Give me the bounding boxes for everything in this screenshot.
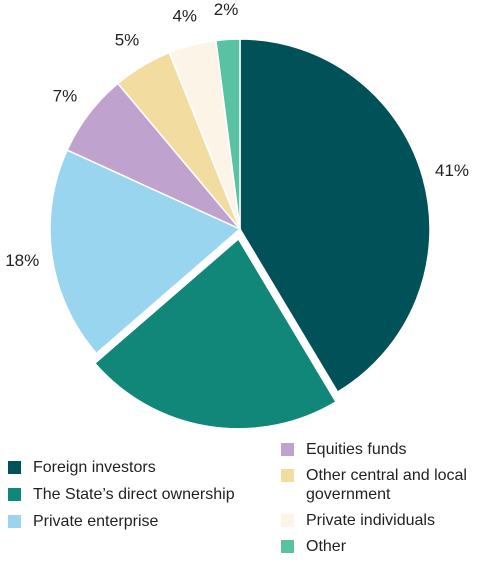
- pie-data-label: 2%: [214, 0, 239, 19]
- pie-data-label: 18%: [5, 251, 39, 270]
- pie-data-label: 41%: [435, 161, 469, 180]
- legend-label: Foreign investors: [33, 459, 156, 476]
- legend-item-private-individuals: Private individuals: [281, 511, 496, 530]
- pie-data-label: 4%: [172, 7, 197, 26]
- legend-label: Equities funds: [306, 441, 407, 458]
- legend-swatch: [8, 488, 21, 501]
- legend-swatch: [281, 469, 294, 482]
- pie-data-label: 5%: [115, 31, 140, 50]
- legend-swatch: [8, 515, 21, 528]
- legend-swatch: [281, 540, 294, 553]
- legend-swatch: [8, 461, 21, 474]
- legend-label: The State’s direct ownership: [33, 486, 235, 503]
- pie-slice-other: [215, 38, 241, 230]
- legend-label: Private enterprise: [33, 513, 159, 530]
- legend-right: Equities funds Other central and local g…: [281, 440, 496, 563]
- legend-label: Other central and local government: [306, 467, 467, 503]
- pie-slice-the-state-s-direct-ownership: [93, 237, 338, 430]
- legend-label: Other: [306, 538, 347, 555]
- legend-label: Private individuals: [306, 512, 435, 529]
- legend-item-other: Other: [281, 537, 496, 556]
- pie-data-label: 7%: [53, 86, 78, 105]
- legend-item-equities-funds: Equities funds: [281, 440, 496, 459]
- legend-item-private-enterprise: Private enterprise: [8, 512, 235, 531]
- pie-slice-foreign-investors: [239, 38, 431, 394]
- legend-item-foreign-investors: Foreign investors: [8, 458, 235, 477]
- pie-chart: 41%22%18%7%5%4%2%: [5, 0, 469, 430]
- legend-swatch: [281, 514, 294, 527]
- legend-left: Foreign investors The State’s direct own…: [8, 458, 235, 539]
- pie-slice-private-enterprise: [49, 149, 242, 355]
- legend-item-state-ownership: The State’s direct ownership: [8, 485, 235, 504]
- legend-swatch: [281, 443, 294, 456]
- legend-item-other-government: Other central and local government: [281, 466, 496, 504]
